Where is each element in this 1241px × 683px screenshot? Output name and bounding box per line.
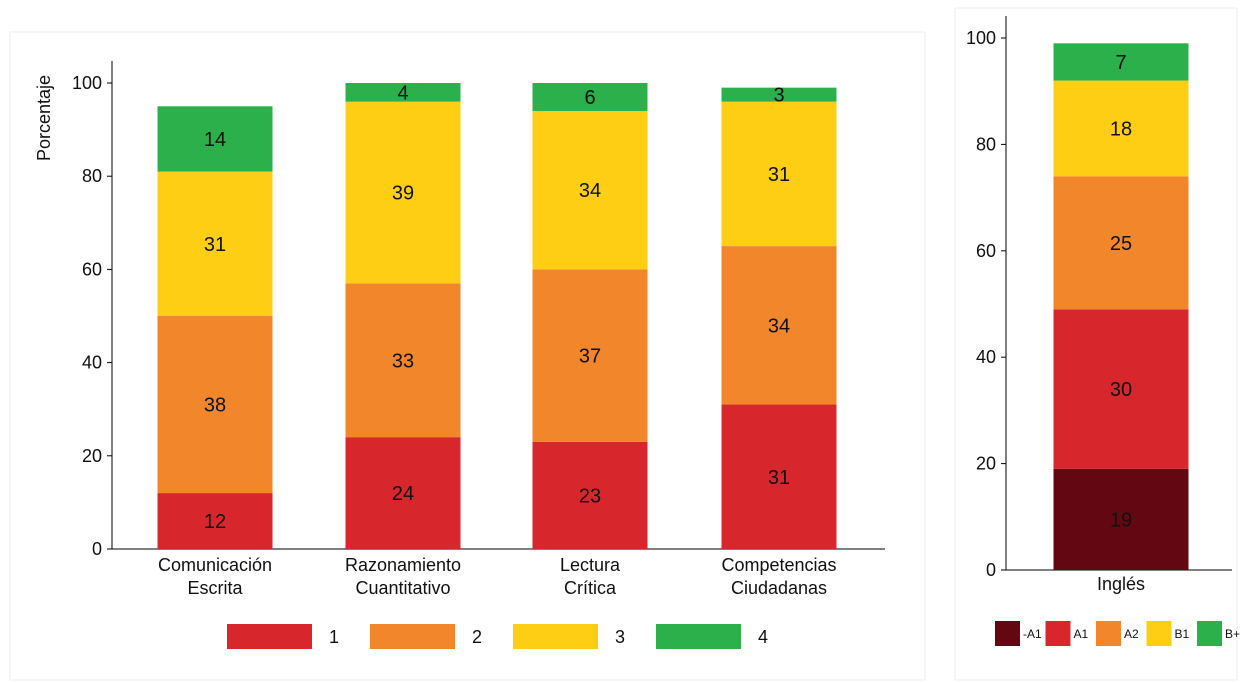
right-y-tick-label: 80 (976, 134, 996, 154)
left-legend-swatch (370, 624, 455, 649)
right-bar-segment-0-0 (1053, 468, 1189, 570)
right-panel-border (954, 7, 1238, 681)
right-data-label: 30 (1110, 379, 1132, 401)
left-bar-segment-2-0 (532, 441, 648, 549)
right-bar-segment-0-4 (1053, 43, 1189, 81)
left-bar-segment-3-1 (721, 246, 837, 405)
left-data-label: 33 (392, 350, 414, 372)
left-bar-segment-1-1 (345, 283, 461, 438)
right-stacked-bar-chart: 0 20 40 60 80 100 19 30 25 18 7 Inglés -A1 A1 A2 B1 B+ (966, 16, 1240, 646)
left-category-label: Comunicación Escrita (158, 555, 272, 598)
left-bar-segment-1-2 (345, 101, 461, 284)
left-bar-segment-0-0 (157, 493, 273, 549)
left-category-label-line: Crítica (564, 578, 617, 598)
left-data-label: 4 (397, 82, 408, 104)
right-bar-segment-0-1 (1053, 309, 1189, 469)
left-category-label-line: Ciudadanas (731, 578, 827, 598)
left-data-label: 38 (204, 395, 226, 417)
left-bar-segment-1-3 (345, 83, 461, 102)
right-data-label: 19 (1110, 509, 1132, 531)
left-data-label: 39 (392, 183, 414, 205)
right-legend-swatch (1197, 621, 1222, 646)
left-legend-label: 1 (329, 627, 339, 647)
left-legend-label: 2 (472, 627, 482, 647)
left-data-label: 23 (579, 485, 601, 507)
left-stacked-bar-chart: 020406080100Porcentaje12383114Comunicaci… (34, 61, 885, 649)
right-legend-swatch (1045, 621, 1071, 646)
left-bar-segment-0-3 (157, 106, 273, 172)
left-data-label: 14 (204, 129, 226, 151)
left-bar-segment-0-2 (157, 171, 273, 316)
left-data-label: 34 (579, 180, 601, 202)
right-data-label: 25 (1110, 233, 1132, 255)
left-category-label-line: Competencias (721, 555, 836, 575)
left-bar-segment-2-1 (532, 269, 648, 442)
right-category-label: Inglés (1097, 574, 1145, 594)
left-legend-swatch (656, 624, 741, 649)
left-legend-swatch (513, 624, 598, 649)
left-category-label: Lectura Crítica (560, 555, 621, 598)
right-data-label: 7 (1115, 52, 1126, 74)
left-data-label: 12 (204, 511, 226, 533)
left-y-tick-label: 40 (82, 353, 102, 373)
left-legend-label: 4 (758, 627, 768, 647)
left-data-label: 3 (773, 85, 784, 107)
right-y-tick-label: 40 (976, 347, 996, 367)
left-data-label: 31 (204, 234, 226, 256)
left-data-label: 31 (768, 467, 790, 489)
left-y-tick-label: 80 (82, 166, 102, 186)
right-bar-segment-0-2 (1053, 176, 1189, 310)
right-y-tick-label: 20 (976, 454, 996, 474)
left-bar-segment-0-1 (157, 316, 273, 494)
left-y-tick-label: 0 (92, 539, 102, 559)
left-data-label: 37 (579, 346, 601, 368)
left-bar-segment-3-2 (721, 101, 837, 247)
left-bar-segment-1-0 (345, 437, 461, 549)
right-bar-segment-0-3 (1053, 80, 1189, 177)
right-y-tick-label: 100 (966, 28, 996, 48)
right-legend-label: -A1 (1023, 627, 1042, 641)
left-bar-segment-3-0 (721, 404, 837, 549)
left-data-label: 24 (392, 483, 414, 505)
left-category-label-line: Escrita (187, 578, 243, 598)
left-legend-label: 3 (615, 627, 625, 647)
right-legend-swatch (1146, 621, 1172, 646)
left-category-label-line: Lectura (560, 555, 621, 575)
left-category-label-line: Cuantitativo (355, 578, 450, 598)
right-y-tick-label: 60 (976, 241, 996, 261)
left-y-tick-label: 60 (82, 259, 102, 279)
left-category-label: Competencias Ciudadanas (721, 555, 836, 598)
right-legend-label: B+ (1225, 627, 1240, 641)
left-data-label: 31 (768, 164, 790, 186)
left-category-label-line: Comunicación (158, 555, 272, 575)
right-legend-swatch (1096, 621, 1121, 646)
left-category-label-line: Razonamiento (345, 555, 461, 575)
left-y-tick-label: 20 (82, 446, 102, 466)
right-y-tick-label: 0 (986, 560, 996, 580)
left-y-axis-title: Porcentaje (34, 75, 54, 161)
left-bar-segment-2-3 (532, 83, 648, 111)
left-data-label: 34 (768, 315, 790, 337)
left-data-label: 6 (584, 87, 595, 109)
right-legend-label: A1 (1074, 627, 1089, 641)
left-category-label: Razonamiento Cuantitativo (345, 555, 461, 598)
right-legend-label: B1 (1175, 627, 1190, 641)
left-legend-swatch (227, 624, 312, 649)
right-legend-label: A2 (1124, 627, 1139, 641)
left-bar-segment-3-3 (721, 87, 837, 102)
left-panel-border (9, 31, 926, 681)
right-legend-swatch (995, 621, 1020, 646)
left-y-tick-label: 100 (72, 73, 102, 93)
right-category-label-line: Inglés (1097, 574, 1145, 594)
right-data-label: 18 (1110, 118, 1132, 140)
left-bar-segment-2-2 (532, 110, 648, 270)
